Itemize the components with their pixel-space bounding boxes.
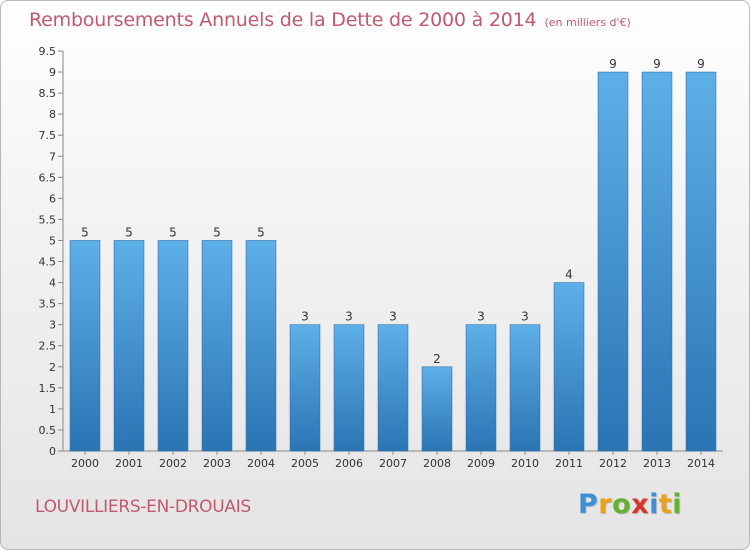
y-tick-label: 4.5 xyxy=(39,256,57,269)
value-label-2011: 4 xyxy=(565,268,573,282)
value-label-2012: 9 xyxy=(609,57,617,71)
value-labels: 5 5 5 5 5 3 3 3 2 3 3 4 9 9 9 xyxy=(81,57,705,366)
y-tick-label: 1.5 xyxy=(39,382,57,395)
value-label-2009: 3 xyxy=(477,310,485,324)
x-tick-label-2012: 2012 xyxy=(599,457,627,470)
logo-letter: x xyxy=(631,489,650,520)
x-tick-label-2008: 2008 xyxy=(423,457,451,470)
logo-letter: t xyxy=(658,489,673,520)
value-label-2005: 3 xyxy=(301,310,309,324)
x-tick-label-2003: 2003 xyxy=(203,457,231,470)
bar-2008 xyxy=(421,366,453,452)
value-label-2000: 5 xyxy=(81,225,89,239)
x-tick-label-2009: 2009 xyxy=(467,457,495,470)
y-tick-label: 5.5 xyxy=(39,213,57,226)
chart-unit: (en milliers d'€) xyxy=(544,16,631,29)
value-label-2001: 5 xyxy=(125,225,133,239)
x-tick-label-2005: 2005 xyxy=(291,457,319,470)
y-tick-label: 5 xyxy=(49,234,56,247)
logo-letter: P xyxy=(578,489,599,520)
value-label-2002: 5 xyxy=(169,225,177,239)
bar-2012 xyxy=(597,71,629,452)
bars xyxy=(69,71,717,452)
x-tick-label-2004: 2004 xyxy=(247,457,275,470)
bar-2009 xyxy=(465,324,497,452)
y-tick-label: 3 xyxy=(49,319,56,332)
x-tick-label-2010: 2010 xyxy=(511,457,539,470)
value-label-2004: 5 xyxy=(257,225,265,239)
y-tick-label: 0 xyxy=(49,445,56,458)
x-tick-label-2014: 2014 xyxy=(687,457,715,470)
proxiti-logo: Proxiti xyxy=(578,489,682,520)
x-tick-label-2006: 2006 xyxy=(335,457,363,470)
y-tick-label: 6 xyxy=(49,192,56,205)
bar-2002 xyxy=(157,240,189,452)
chart-title-line: Remboursements Annuels de la Dette de 20… xyxy=(29,9,631,31)
x-tick-label-2013: 2013 xyxy=(643,457,671,470)
bar-2000 xyxy=(69,240,101,452)
x-tick-label-2001: 2001 xyxy=(115,457,143,470)
y-tick-label: 7.5 xyxy=(39,129,57,142)
chart-title: Remboursements Annuels de la Dette de 20… xyxy=(29,9,537,31)
y-tick-label: 3.5 xyxy=(39,298,57,311)
bar-2014 xyxy=(685,71,717,452)
y-axis: 0 0.5 1 1.5 2 2.5 3 3.5 4 4.5 5 5.5 6 6.5 7 7.5 8 8.5 9 9.5 xyxy=(39,45,64,458)
y-tick-label: 9.5 xyxy=(39,45,57,58)
x-axis: 2000 2001 2002 2003 2004 2005 2006 2007 2008 2009… xyxy=(63,450,723,470)
y-tick-label: 4 xyxy=(49,277,56,290)
logo-letter: o xyxy=(612,489,632,520)
bar-2010 xyxy=(509,324,541,452)
value-label-2007: 3 xyxy=(389,310,397,324)
value-label-2008: 2 xyxy=(433,352,441,366)
value-label-2003: 5 xyxy=(213,225,221,239)
y-tick-label: 9 xyxy=(49,66,56,79)
logo-letter: i xyxy=(649,489,659,520)
y-tick-label: 8.5 xyxy=(39,87,57,100)
value-label-2010: 3 xyxy=(521,310,529,324)
value-label-2013: 9 xyxy=(653,57,661,71)
x-tick-label-2002: 2002 xyxy=(159,457,187,470)
bar-2004 xyxy=(245,240,277,452)
y-tick-label: 1 xyxy=(49,403,56,416)
bar-2005 xyxy=(289,324,321,452)
y-tick-label: 6.5 xyxy=(39,171,57,184)
x-tick-label-2000: 2000 xyxy=(71,457,99,470)
y-tick-label: 7 xyxy=(49,150,56,163)
bar-2003 xyxy=(201,240,233,452)
commune-name: LOUVILLIERS-EN-DROUAIS xyxy=(35,497,251,517)
bar-2006 xyxy=(333,324,365,452)
bar-2013 xyxy=(641,71,673,452)
y-tick-label: 8 xyxy=(49,108,56,121)
logo-letter: r xyxy=(598,489,613,520)
value-label-2006: 3 xyxy=(345,310,353,324)
bar-2011 xyxy=(553,282,585,452)
logo-letter: i xyxy=(672,489,683,520)
y-tick-label: 2.5 xyxy=(39,340,57,353)
bar-2007 xyxy=(377,324,409,452)
y-tick-label: 0.5 xyxy=(39,424,57,437)
bar-2001 xyxy=(113,240,145,452)
x-tick-label-2007: 2007 xyxy=(379,457,407,470)
x-tick-label-2011: 2011 xyxy=(555,457,583,470)
y-tick-label: 2 xyxy=(49,361,56,374)
value-label-2014: 9 xyxy=(697,57,705,71)
